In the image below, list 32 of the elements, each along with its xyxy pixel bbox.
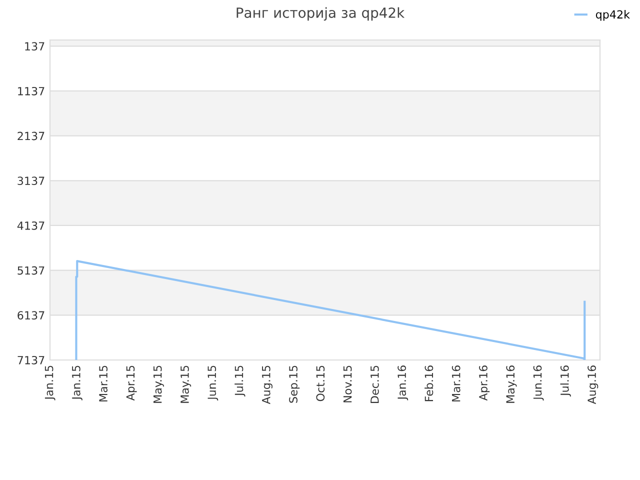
x-tick-label: Dec.15 [370, 366, 379, 403]
y-tick-label: 6137 [18, 311, 44, 320]
x-tick-label: Jan.15 [72, 366, 82, 400]
x-tick-label: Jul.15 [234, 366, 246, 397]
line-series [75, 260, 586, 360]
x-tick-label: Apr.15 [126, 366, 137, 401]
x-tick-label: Oct.15 [316, 366, 325, 402]
x-tick-label: Jul.16 [560, 366, 571, 397]
x-tick-label: Apr.16 [479, 366, 490, 401]
x-tick-label: Sep.15 [289, 366, 300, 403]
legend-label: qp42k [596, 10, 630, 21]
x-tick-label: Aug.15 [262, 366, 272, 404]
y-tick-label: 5137 [18, 266, 44, 275]
x-tick-label: Mar.15 [99, 366, 108, 402]
y-tick-label: 7137 [18, 356, 44, 364]
x-tick-label: May.15 [154, 366, 164, 403]
x-tick-label: Mar.16 [452, 366, 460, 402]
y-tick-label: 2137 [18, 132, 44, 140]
x-tick-label: Jan.16 [398, 366, 408, 400]
y-tick-label: 1137 [18, 86, 44, 96]
x-tick-label: Nov.15 [343, 366, 352, 402]
x-tick-label: May.16 [506, 366, 517, 403]
x-tick-label: Jun.16 [533, 366, 544, 400]
y-tick-label: 4137 [17, 221, 44, 230]
x-tick-label: Jun.15 [208, 366, 218, 400]
chart-title: Ранг историја за qp42k [236, 7, 405, 21]
x-tick-label: May.15 [180, 366, 192, 403]
y-tick-label: 3137 [18, 176, 44, 186]
y-tick-label: 137 [25, 42, 44, 51]
x-tick-label: Feb.16 [424, 366, 434, 402]
x-tick-label: Jan.15 [44, 366, 56, 400]
x-tick-label: Aug.16 [588, 366, 598, 404]
